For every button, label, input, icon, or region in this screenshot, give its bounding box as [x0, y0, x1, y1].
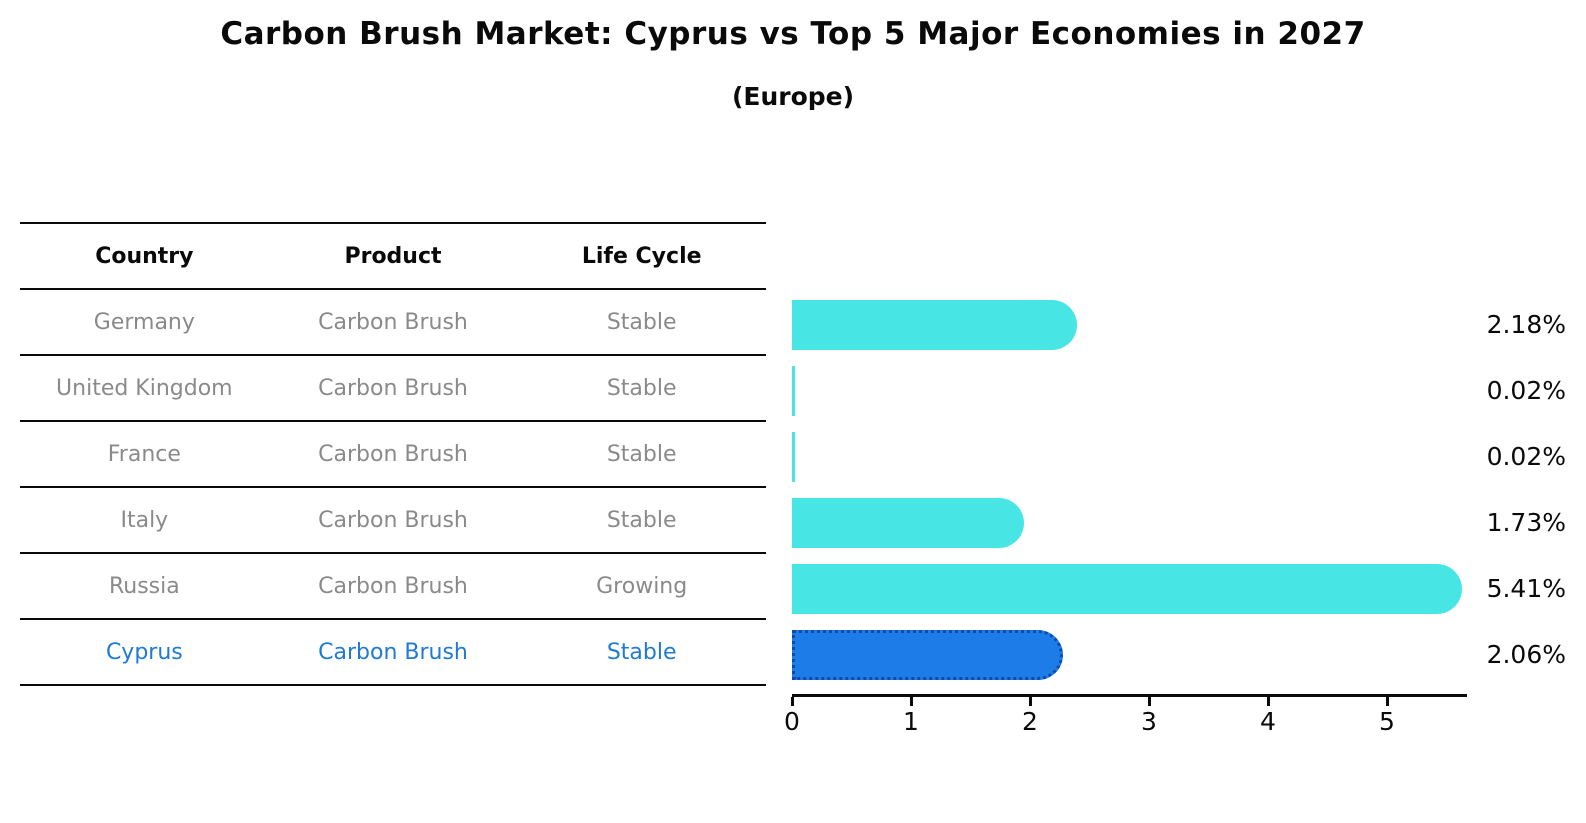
table-row: Russia Carbon Brush Growing	[20, 554, 766, 620]
table-cell-life-cycle: Growing	[596, 573, 688, 599]
value-label: 0.02%	[1486, 442, 1566, 471]
table-cell-country: Cyprus	[105, 639, 183, 665]
table-cell-product: Carbon Brush	[318, 309, 468, 335]
table-header-cell-product: Product	[344, 243, 442, 269]
table-cell-product: Carbon Brush	[318, 441, 468, 467]
bar	[792, 366, 795, 416]
table-row: Germany Carbon Brush Stable	[20, 290, 766, 356]
x-axis-tick-label: 2	[1022, 707, 1038, 736]
value-label: 2.06%	[1486, 640, 1566, 669]
table-cell-life-cycle: Stable	[606, 507, 677, 533]
table-cell-country: France	[107, 441, 181, 467]
table-cell-product: Carbon Brush	[318, 507, 468, 533]
x-axis-tick	[910, 697, 913, 706]
table-header-row: Country Product Life Cycle	[20, 224, 766, 290]
table-cell-product: Carbon Brush	[318, 375, 468, 401]
bar	[792, 432, 795, 482]
x-axis-tick-label: 4	[1260, 707, 1276, 736]
page-subtitle: (Europe)	[731, 82, 855, 111]
table-row: Cyprus Carbon Brush Stable	[20, 620, 766, 686]
table-row: Italy Carbon Brush Stable	[20, 488, 766, 554]
bar-highlighted	[792, 630, 1064, 680]
value-label: 1.73%	[1486, 508, 1566, 537]
table-cell-life-cycle: Stable	[606, 639, 677, 665]
table-cell-life-cycle: Stable	[606, 309, 677, 335]
value-label: 0.02%	[1486, 376, 1566, 405]
x-axis-tick	[1148, 697, 1151, 706]
table-cell-product: Carbon Brush	[318, 639, 468, 665]
table-cell-country: Germany	[93, 309, 195, 335]
x-axis-tick-label: 1	[903, 707, 919, 736]
table-row: United Kingdom Carbon Brush Stable	[20, 356, 766, 422]
table-header-cell-country: Country	[95, 243, 194, 269]
table-cell-product: Carbon Brush	[318, 573, 468, 599]
page-title: Carbon Brush Market: Cyprus vs Top 5 Maj…	[220, 16, 1366, 52]
bar	[792, 498, 1024, 548]
bar	[792, 300, 1078, 350]
table-cell-country: Russia	[108, 573, 180, 599]
x-axis-tick-label: 0	[784, 707, 800, 736]
x-axis-tick	[1267, 697, 1270, 706]
table-cell-life-cycle: Stable	[606, 375, 677, 401]
x-axis-tick	[1029, 697, 1032, 706]
table-cell-life-cycle: Stable	[606, 441, 677, 467]
x-axis-tick-label: 3	[1141, 707, 1157, 736]
table-body: Germany Carbon Brush Stable United Kingdom C…	[20, 290, 766, 686]
table-row: France Carbon Brush Stable	[20, 422, 766, 488]
table-header-cell-life-cycle: Life Cycle	[581, 243, 702, 269]
table-cell-country: Italy	[120, 507, 169, 533]
value-label: 5.41%	[1486, 574, 1566, 603]
x-axis-tick	[1386, 697, 1389, 706]
table-cell-country: United Kingdom	[56, 375, 233, 401]
bar	[792, 564, 1462, 614]
market-table: Country Product Life Cycle Germany Carbon B…	[20, 222, 766, 686]
value-label: 2.18%	[1486, 310, 1566, 339]
x-axis-tick-label: 5	[1379, 707, 1395, 736]
x-axis-tick	[791, 697, 794, 706]
x-axis-line	[792, 694, 1467, 697]
